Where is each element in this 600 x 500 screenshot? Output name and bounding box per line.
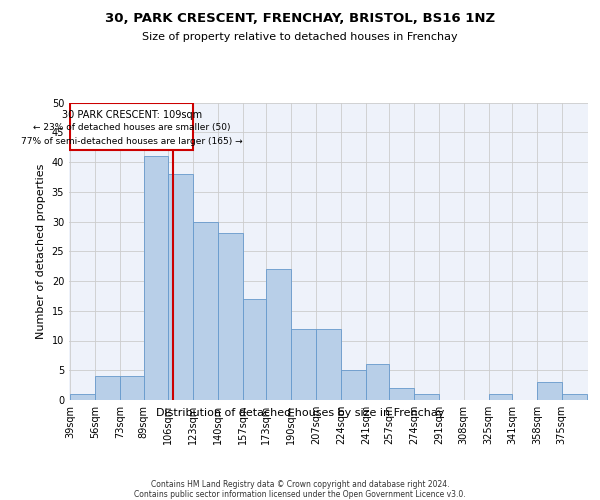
Text: 77% of semi-detached houses are larger (165) →: 77% of semi-detached houses are larger (… [21,137,242,146]
Bar [266,269,291,400]
Bar [143,156,169,400]
Bar [341,370,366,400]
Bar [193,222,218,400]
Bar [562,394,587,400]
Y-axis label: Number of detached properties: Number of detached properties [36,164,46,339]
Bar [537,382,562,400]
Text: ← 23% of detached houses are smaller (50): ← 23% of detached houses are smaller (50… [33,124,230,132]
Text: Size of property relative to detached houses in Frenchay: Size of property relative to detached ho… [142,32,458,42]
Bar [95,376,120,400]
Text: Distribution of detached houses by size in Frenchay: Distribution of detached houses by size … [156,408,444,418]
Bar [414,394,439,400]
Text: 30 PARK CRESCENT: 109sqm: 30 PARK CRESCENT: 109sqm [62,110,202,120]
Bar [243,299,266,400]
Bar [120,376,143,400]
Bar [218,234,243,400]
Bar [488,394,512,400]
FancyBboxPatch shape [70,102,193,150]
Bar [389,388,414,400]
Bar [70,394,95,400]
Bar [291,328,316,400]
Bar [169,174,193,400]
Text: Contains HM Land Registry data © Crown copyright and database right 2024.
Contai: Contains HM Land Registry data © Crown c… [134,480,466,500]
Text: 30, PARK CRESCENT, FRENCHAY, BRISTOL, BS16 1NZ: 30, PARK CRESCENT, FRENCHAY, BRISTOL, BS… [105,12,495,26]
Bar [366,364,389,400]
Bar [316,328,341,400]
